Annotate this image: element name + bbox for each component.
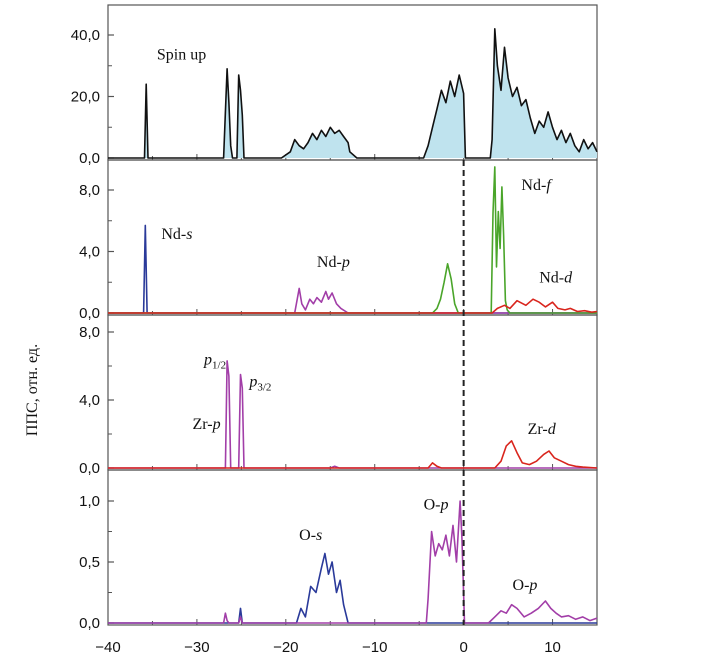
y-tick-label: 4,0 bbox=[79, 392, 100, 409]
y-tick-label: 8,0 bbox=[79, 324, 100, 341]
series-label: Zr-p bbox=[192, 416, 220, 433]
series-label: Spin up bbox=[157, 47, 206, 64]
x-tick-label: −20 bbox=[273, 639, 298, 656]
series-label: Nd-d bbox=[539, 269, 573, 286]
x-axis: −40 −30 −20 −10 0 10 bbox=[95, 639, 561, 656]
series-line-d bbox=[108, 439, 598, 469]
y-axis-label: ППС, отн. ед. bbox=[24, 344, 41, 436]
series-label: Nd-f bbox=[521, 177, 553, 194]
series-label: p1/2 bbox=[203, 351, 226, 371]
series-label: O-p bbox=[424, 497, 449, 514]
y-tick-label: 0,0 bbox=[79, 460, 100, 477]
y-tick-label: 1,0 bbox=[79, 493, 100, 510]
series-line-d bbox=[108, 298, 598, 314]
x-tick-label: −10 bbox=[362, 639, 387, 656]
series-line-total bbox=[108, 27, 598, 159]
y-tick-label: 8,0 bbox=[79, 182, 100, 199]
panel-Nd: 0,0 4,0 8,0 Nd-s Nd-p Nd-f Nd-d bbox=[79, 159, 598, 322]
y-tick-label: 4,0 bbox=[79, 244, 100, 261]
panel-total: 0,0 20,0 40,0 Spin up bbox=[71, 4, 598, 167]
x-tick-label: 0 bbox=[459, 639, 467, 656]
panel-frame bbox=[107, 314, 598, 471]
panel-frame bbox=[107, 469, 598, 626]
y-tick-label: 40,0 bbox=[71, 27, 100, 44]
series-label: O-s bbox=[299, 527, 322, 544]
y-tick-label: 0,5 bbox=[79, 554, 100, 571]
series-line-p bbox=[108, 287, 597, 314]
series-label: O-p bbox=[513, 577, 538, 594]
x-tick-label: 10 bbox=[544, 639, 561, 656]
series-line-p bbox=[108, 360, 597, 469]
series-label: Nd-p bbox=[317, 254, 350, 271]
panels-group: 0,0 20,0 40,0 Spin up 0,0 4,0 8,0 Nd-s Nd-p Nd-f N… bbox=[71, 4, 598, 632]
series-label: p3/2 bbox=[248, 373, 271, 393]
x-tick-label: −30 bbox=[184, 639, 209, 656]
series-label: Zr-d bbox=[528, 421, 557, 438]
series-fill-total bbox=[108, 28, 597, 158]
y-tick-label: 0,0 bbox=[79, 150, 100, 167]
y-tick-label: 0,0 bbox=[79, 305, 100, 322]
panel-Zr: 0,0 4,0 8,0 p1/2 p3/2 Zr-p Zr-d bbox=[79, 314, 598, 477]
panel-O: 0,0 0,5 1,0 O-s O-p O-p bbox=[79, 469, 598, 632]
series-label: Nd-s bbox=[161, 226, 192, 243]
y-tick-label: 0,0 bbox=[79, 615, 100, 632]
x-tick-label: −40 bbox=[95, 639, 120, 656]
y-tick-label: 20,0 bbox=[71, 89, 100, 106]
series-line-f bbox=[108, 166, 597, 314]
series-line-p bbox=[108, 500, 598, 624]
